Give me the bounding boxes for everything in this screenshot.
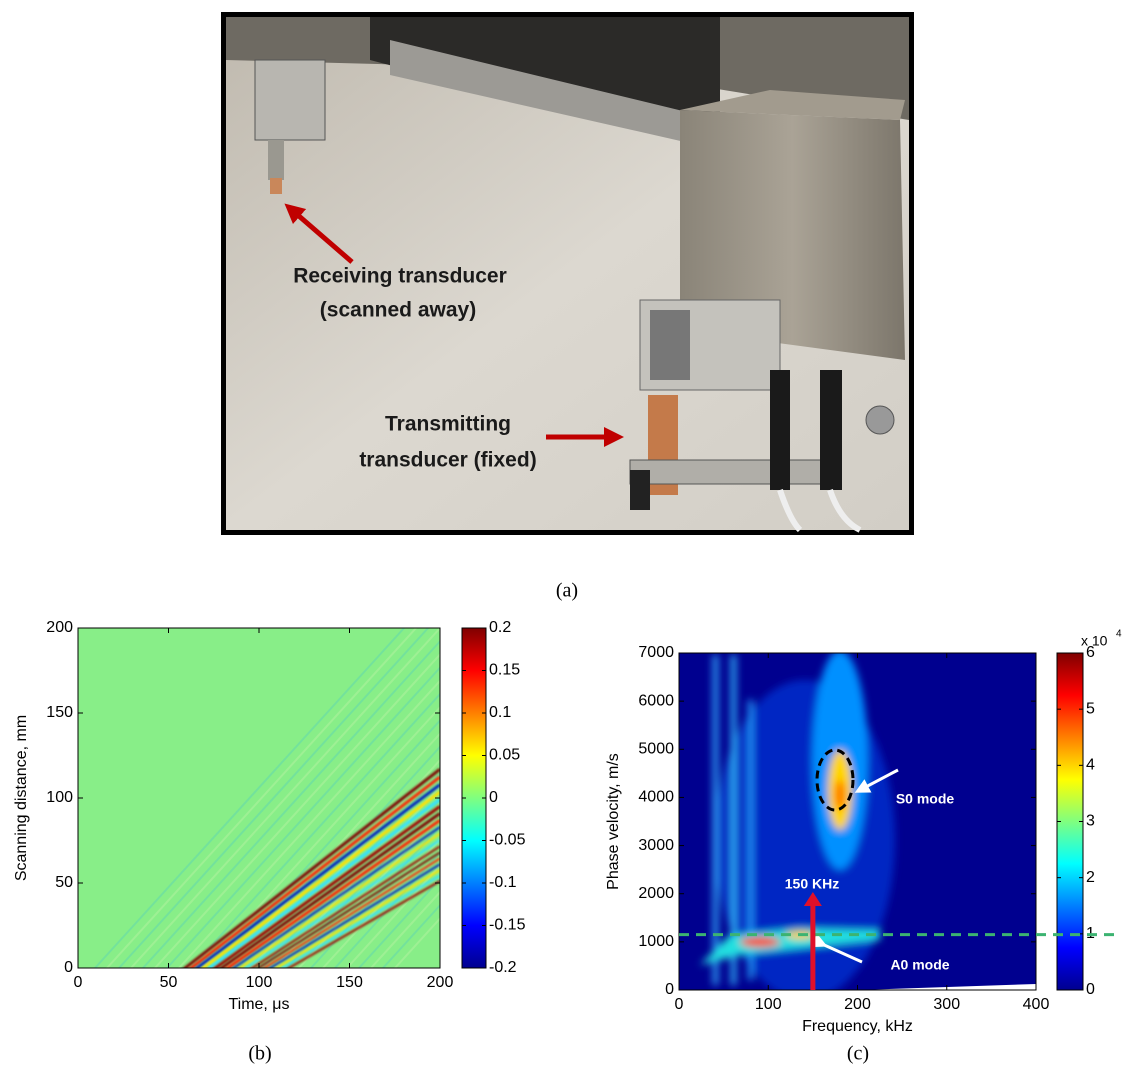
y-tick-label: 5000	[638, 741, 674, 758]
annotation: transducer (fixed)	[359, 449, 536, 472]
colorbar-tick-label: 4	[1086, 757, 1095, 774]
heatmap	[679, 653, 1036, 990]
wave-texture	[310, 824, 440, 968]
wave-texture	[286, 798, 440, 968]
wave-texture	[202, 705, 440, 968]
x-axis-label: Frequency, kHz	[802, 1018, 913, 1035]
plot-frame	[77, 627, 441, 969]
wave-texture	[166, 666, 440, 968]
wave-texture	[206, 798, 440, 968]
wave-texture	[142, 639, 440, 968]
plot-frame	[678, 652, 1037, 991]
colorbar-tick-label: -0.2	[489, 959, 517, 976]
y-tick-label: 6000	[638, 692, 674, 709]
colorbar-tick-label: 0.15	[489, 662, 520, 679]
y-tick-label: 100	[46, 789, 73, 806]
wave-texture	[238, 832, 440, 968]
x-tick-label: 200	[427, 974, 454, 991]
y-tick-label: 4000	[638, 789, 674, 806]
x-tick-label: 100	[755, 996, 782, 1013]
wave-texture	[250, 845, 440, 968]
x-tick-label: 50	[160, 974, 178, 991]
colorbar-tick-label: 0	[489, 789, 498, 806]
colorbar-tick-label: 6	[1086, 644, 1095, 661]
x-tick-label: 150	[336, 974, 363, 991]
wave-texture	[232, 826, 440, 968]
y-tick-label: 150	[46, 704, 73, 721]
wave-texture	[130, 628, 440, 968]
wave-texture	[212, 805, 440, 968]
annotation: Transmitting	[385, 413, 511, 436]
wave-texture	[154, 653, 440, 968]
y-tick-label: 200	[46, 619, 73, 636]
panel-label: (b)	[248, 1043, 271, 1065]
wave-texture	[226, 732, 440, 968]
wave-texture	[358, 877, 440, 968]
wave-texture	[346, 864, 440, 968]
y-tick-label: 0	[665, 981, 674, 998]
y-tick-label: 7000	[638, 644, 674, 661]
colorbar-tick-label: 0.05	[489, 747, 520, 764]
x-tick-label: 100	[246, 974, 273, 991]
colorbar-exponent-base: x 10	[1081, 633, 1108, 649]
annotation: (scanned away)	[320, 299, 476, 322]
y-axis-label: Phase velocity, m/s	[605, 753, 622, 890]
y-tick-label: 0	[64, 959, 73, 976]
wave-texture	[178, 679, 440, 968]
wave-texture	[262, 857, 440, 968]
photo	[221, 12, 914, 535]
y-tick-label: 50	[55, 874, 73, 891]
wave-texture	[182, 768, 440, 968]
wave-texture	[190, 692, 440, 968]
y-axis-label: Scanning distance, mm	[13, 715, 30, 881]
colorbar-tick-label: 2	[1086, 869, 1095, 886]
wave-texture	[244, 839, 440, 968]
wave-texture	[334, 851, 440, 968]
colorbar-tick-label: -0.05	[489, 832, 526, 849]
wave-texture	[286, 880, 440, 968]
wave-texture	[370, 890, 440, 968]
x-tick-label: 300	[933, 996, 960, 1013]
colorbar-tick-label: -0.15	[489, 917, 526, 934]
wave-texture	[94, 628, 406, 968]
annotation: 150 KHz	[785, 876, 839, 892]
wave-texture	[194, 783, 440, 968]
x-tick-label: 0	[74, 974, 83, 991]
x-axis-label: Time, μs	[228, 996, 289, 1013]
x-tick-label: 200	[844, 996, 871, 1013]
colorbar-exponent-power: 4	[1116, 629, 1122, 640]
wave-texture	[219, 812, 440, 968]
annotation: A0 mode	[890, 957, 949, 973]
wave-texture	[106, 628, 418, 968]
annotation: S0 mode	[896, 791, 955, 807]
panel-label: (c)	[847, 1043, 869, 1065]
y-tick-label: 2000	[638, 885, 674, 902]
wave-texture	[200, 790, 440, 968]
wave-texture	[256, 851, 440, 968]
colorbar-tick-label: 0.2	[489, 619, 511, 636]
wave-texture	[268, 863, 440, 968]
frequency-marker-head	[803, 892, 822, 906]
panel-label: (a)	[556, 580, 578, 602]
annotation: Receiving transducer	[293, 265, 507, 288]
heatmap	[78, 628, 440, 968]
wave-texture	[274, 869, 440, 968]
x-tick-label: 0	[675, 996, 684, 1013]
colorbar-tick-label: 3	[1086, 813, 1095, 830]
colorbar-tick-label: 5	[1086, 700, 1095, 717]
colorbar-tick-label: 0.1	[489, 704, 511, 721]
wave-texture	[118, 628, 430, 968]
x-tick-label: 400	[1023, 996, 1050, 1013]
colorbar-tick-label: -0.1	[489, 874, 517, 891]
colorbar-tick-label: 0	[1086, 981, 1095, 998]
y-tick-label: 1000	[638, 933, 674, 950]
wave-texture	[280, 874, 440, 968]
wave-texture	[188, 775, 440, 968]
y-tick-label: 3000	[638, 837, 674, 854]
wave-texture	[225, 819, 440, 968]
